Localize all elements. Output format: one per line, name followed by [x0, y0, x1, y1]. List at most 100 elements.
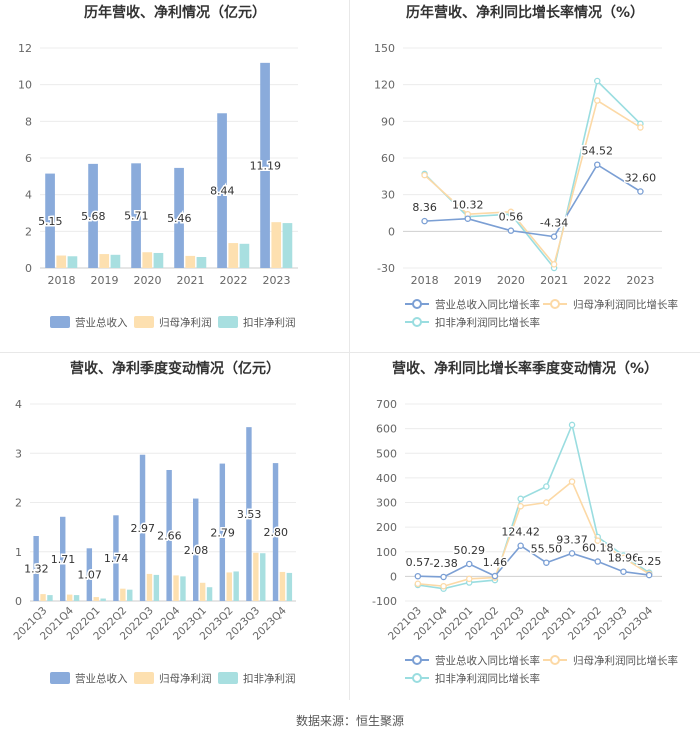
- legend-label: 扣非净利润同比增长率: [435, 672, 540, 685]
- y-tick-label: 6: [25, 152, 32, 165]
- legend-label: 营业总收入: [75, 672, 128, 685]
- legend-label: 营业总收入同比增长率: [435, 654, 540, 667]
- bar: [113, 515, 119, 601]
- data-point: [637, 124, 644, 131]
- data-label: 60.18: [582, 542, 614, 555]
- bar: [174, 167, 184, 268]
- bar: [60, 516, 66, 601]
- y-tick-label: 90: [381, 115, 395, 128]
- data-label: -4.34: [540, 217, 568, 230]
- bar: [166, 469, 172, 601]
- y-tick-label: -100: [372, 595, 397, 608]
- data-label: 2.66: [157, 529, 182, 542]
- y-tick-label: 10: [18, 79, 32, 92]
- y-tick-label: 700: [376, 398, 397, 411]
- bar: [246, 427, 252, 601]
- data-point: [440, 582, 447, 590]
- chart-title: 历年营收、净利同比增长率情况（%）: [405, 5, 645, 21]
- data-label: 32.60: [625, 171, 657, 184]
- quarterly-revenue-profit-chart: 012342021Q32021Q42022Q12022Q22022Q32022Q…: [11, 398, 296, 685]
- y-tick-label: 12: [18, 42, 32, 55]
- data-label: 2.08: [184, 544, 209, 557]
- chart-title: 营收、净利季度变动情况（亿元）: [70, 361, 280, 377]
- data-label: 1.32: [24, 562, 49, 575]
- bar: [127, 589, 133, 601]
- x-tick-label: 2021: [540, 274, 568, 287]
- bar: [131, 163, 141, 268]
- data-point: [543, 559, 550, 566]
- legend-marker: [412, 299, 422, 309]
- y-tick-label: 0: [388, 225, 395, 238]
- bar: [142, 252, 153, 268]
- bar: [282, 223, 293, 268]
- data-label: 50.29: [454, 544, 486, 557]
- bar: [226, 572, 232, 601]
- x-tick-label: 2019: [454, 274, 482, 287]
- data-point: [421, 217, 428, 225]
- data-point: [517, 502, 524, 510]
- series-line: [417, 544, 650, 578]
- data-point: [637, 188, 644, 195]
- bar: [33, 535, 39, 601]
- data-point: [464, 215, 472, 222]
- bar: [120, 588, 126, 601]
- data-label: 5.71: [124, 210, 149, 223]
- series-line: [424, 99, 641, 267]
- data-label: 5.68: [81, 210, 106, 223]
- x-tick-label: 2018: [48, 274, 76, 287]
- y-tick-label: 2: [25, 225, 32, 238]
- bar: [180, 576, 186, 601]
- legend-label: 扣非净利润: [243, 672, 296, 685]
- legend-marker: [412, 317, 422, 327]
- data-label: 10.32: [452, 199, 484, 212]
- bar: [253, 552, 259, 601]
- bar: [217, 113, 227, 269]
- y-tick-label: 2: [15, 497, 22, 510]
- data-point: [593, 97, 601, 104]
- legend-label: 归母净利润同比增长率: [573, 654, 678, 667]
- bar: [86, 548, 93, 601]
- data-label: 55.50: [531, 543, 563, 556]
- y-tick-label: 600: [376, 423, 397, 436]
- annual-growth-panel: 历年营收、净利同比增长率情况（%） -30 0 30 60 90 120 150 2018 20…: [350, 0, 700, 350]
- data-label: 18.96: [608, 552, 640, 565]
- bar: [139, 454, 146, 601]
- legend-swatch: [218, 316, 238, 328]
- bar: [228, 243, 239, 268]
- bar: [196, 257, 207, 268]
- y-tick-label: 500: [376, 447, 397, 460]
- bar: [146, 573, 153, 601]
- data-point: [466, 575, 473, 583]
- quarterly-growth-panel: 营收、净利同比增长率季度变动情况（%） -100 0 100 200 300 400 500…: [350, 356, 700, 706]
- data-point: [620, 568, 627, 575]
- y-tick-label: 0: [390, 570, 397, 583]
- bar: [88, 163, 98, 268]
- data-label: 1.07: [77, 569, 102, 582]
- bar: [67, 256, 78, 268]
- data-point: [414, 580, 422, 588]
- y-tick-label: 0: [15, 595, 22, 608]
- data-point: [620, 554, 627, 562]
- data-label: 3.53: [237, 508, 262, 521]
- y-tick-label: 60: [381, 152, 395, 165]
- quarterly-growth-chart: -10001002003004005006007002021Q32021Q420…: [372, 398, 678, 685]
- bar: [66, 594, 73, 601]
- y-tick-label: 200: [376, 521, 397, 534]
- data-point: [550, 261, 558, 268]
- legend-label: 营业总收入: [75, 316, 128, 329]
- bar: [233, 571, 239, 601]
- data-point: [568, 421, 576, 429]
- data-point: [550, 233, 558, 240]
- bar: [260, 553, 266, 601]
- data-point: [414, 572, 422, 580]
- y-tick-label: 8: [25, 115, 32, 128]
- horizontal-divider: [0, 352, 700, 353]
- data-label: 1.46: [483, 556, 508, 569]
- legend-swatch: [218, 672, 238, 684]
- data-label: 8.44: [210, 185, 235, 198]
- bar: [286, 572, 293, 601]
- data-label: 93.37: [556, 533, 588, 546]
- bar: [56, 255, 67, 268]
- data-point: [593, 161, 601, 168]
- x-tick-label: 2022: [583, 274, 611, 287]
